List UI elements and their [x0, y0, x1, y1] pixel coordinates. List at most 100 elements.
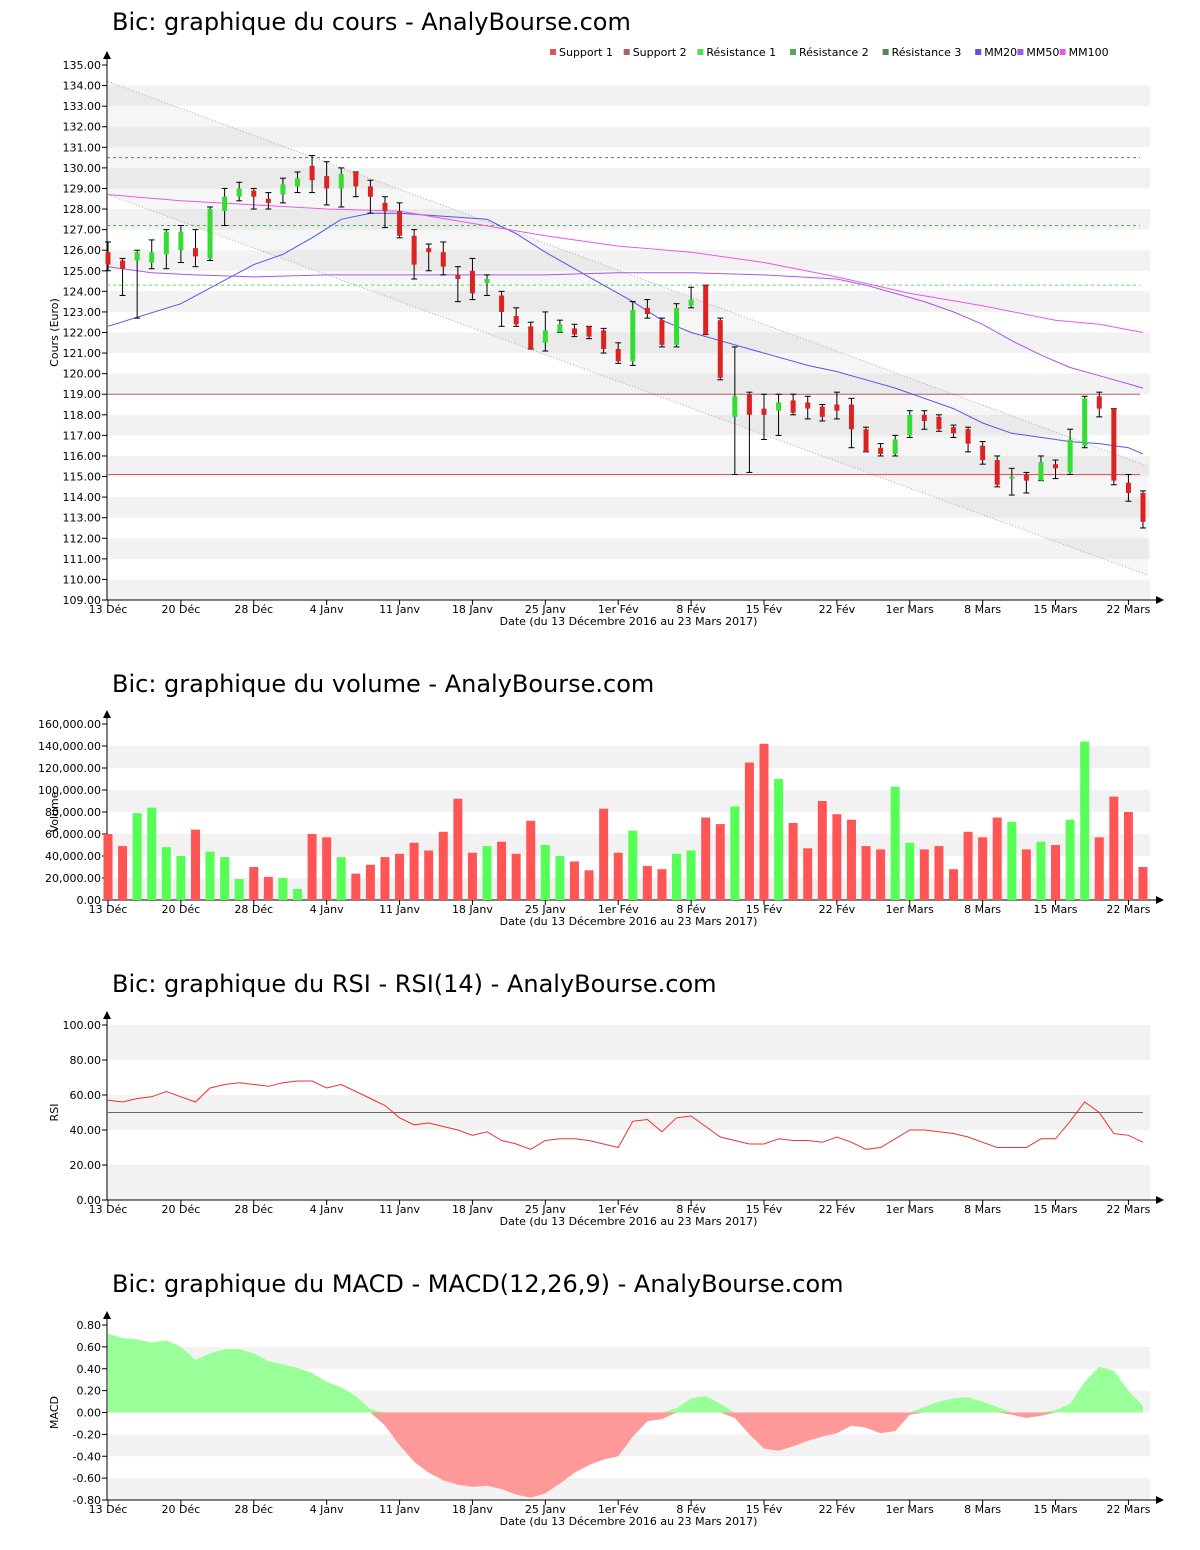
legend-swatch: [1017, 49, 1024, 55]
volume-xtick-label: 1er Fév: [598, 903, 639, 916]
rsi-xtick-label: 20 Déc: [161, 1203, 200, 1216]
price-xtick-label: 22 Mars: [1106, 603, 1150, 616]
legend-label: Résistance 2: [799, 46, 869, 59]
rsi-ytick-label: 80.00: [70, 1054, 102, 1067]
macd-xtick-label: 20 Déc: [161, 1503, 200, 1516]
candle: [163, 229, 170, 270]
candle-body: [207, 209, 213, 259]
volume-bar: [628, 830, 638, 900]
volume-xtick-label: 8 Fév: [676, 903, 706, 916]
volume-bar: [249, 867, 259, 900]
candle-body: [746, 394, 752, 415]
volume-bar: [395, 853, 405, 900]
price-ytick-label: 114.00: [63, 491, 102, 504]
volume-bar: [672, 853, 682, 900]
legend-swatch: [882, 49, 889, 55]
legend-swatch: [550, 49, 556, 55]
macd-grid-band: [107, 1434, 1150, 1457]
macd-ytick-label: -0.60: [73, 1472, 101, 1485]
volume-bar: [948, 869, 958, 900]
candle: [892, 434, 899, 457]
volume-xtick-label: 25 Janv: [525, 903, 566, 916]
volume-grid-band: [107, 746, 1150, 768]
candle: [658, 317, 665, 348]
candle: [367, 179, 374, 214]
rsi-grid-band: [107, 1025, 1150, 1060]
candle-body: [528, 326, 534, 349]
volume-bar: [409, 842, 419, 900]
price-xtick-label: 13 Déc: [89, 603, 128, 616]
legend-label: Résistance 3: [892, 46, 962, 59]
candle-body: [149, 252, 155, 263]
candle: [1008, 467, 1015, 496]
candle: [265, 192, 272, 210]
candle: [688, 286, 695, 309]
volume-ytick-label: 100,000.00: [38, 784, 101, 797]
candle: [119, 257, 126, 296]
candle-body: [834, 404, 840, 411]
macd-x-axis-label: Date (du 13 Décembre 2016 au 23 Mars 201…: [500, 1515, 758, 1528]
price-xtick-label: 15 Fév: [746, 603, 783, 616]
rsi-chart: 0.00 20.00 40.00 60.00 80.00 100.00 13 Déc 20 D…: [48, 1011, 1164, 1228]
volume-bar: [526, 820, 536, 900]
candle: [731, 346, 738, 475]
candle-body: [192, 248, 198, 257]
price-legend: Support 1 Support 2 Résistance 1 Résistance…: [550, 46, 1109, 59]
price-ytick-label: 123.00: [63, 306, 102, 319]
trend-channel: [108, 81, 1148, 576]
volume-ytick-label: 60,000.00: [45, 828, 101, 841]
moving-average-line: [107, 266, 1144, 389]
price-ytick-label: 118.00: [63, 409, 102, 422]
price-ytick-label: 135.00: [63, 59, 102, 72]
candle-body: [863, 429, 869, 452]
candle-body: [265, 198, 271, 203]
volume-bar: [963, 831, 973, 900]
price-ytick-label: 129.00: [63, 182, 102, 195]
candle: [760, 393, 767, 440]
candle-body: [324, 176, 330, 189]
candle: [236, 181, 243, 202]
candle: [1081, 395, 1088, 449]
volume-xtick-label: 4 Janv: [310, 903, 344, 916]
volume-ytick-label: 80,000.00: [45, 806, 101, 819]
macd-xtick-label: 1er Fév: [598, 1503, 639, 1516]
candle-body: [790, 400, 796, 413]
volume-bar: [103, 834, 113, 900]
candle-body: [469, 270, 475, 294]
candle: [629, 301, 636, 366]
volume-bar: [263, 876, 273, 900]
volume-bar: [934, 846, 944, 900]
volume-bar: [482, 846, 492, 900]
macd-xtick-label: 8 Mars: [964, 1503, 1001, 1516]
candle: [105, 241, 111, 272]
candle-body: [484, 279, 490, 284]
price-ytick-label: 121.00: [63, 347, 102, 360]
volume-bar: [569, 861, 579, 900]
volume-chart: 0.00 20,000.00 40,000.00 60,000.00 80,000.00…: [38, 710, 1164, 928]
volume-bar: [453, 798, 463, 900]
candle-body: [1140, 493, 1146, 522]
moving-average-line: [107, 212, 1144, 455]
price-xtick-label: 1er Mars: [886, 603, 935, 616]
price-ytick-label: 111.00: [63, 553, 102, 566]
price-ytick-label: 134.00: [63, 80, 102, 93]
volume-bar: [190, 829, 200, 900]
volume-bar: [351, 873, 361, 900]
macd-chart-title: Bic: graphique du MACD - MACD(12,26,9) -…: [112, 1270, 844, 1298]
price-ytick-label: 119.00: [63, 388, 102, 401]
volume-xtick-label: 1er Mars: [886, 903, 935, 916]
price-ytick-label: 131.00: [63, 141, 102, 154]
candle-body: [163, 231, 169, 255]
volume-bar: [540, 845, 550, 900]
legend-swatch: [975, 49, 982, 55]
candle-body: [426, 248, 432, 253]
macd-xtick-label: 28 Déc: [234, 1503, 273, 1516]
volume-grid-band: [107, 790, 1150, 812]
macd-y-axis-arrow: [103, 1311, 111, 1319]
rsi-xtick-label: 15 Mars: [1034, 1203, 1078, 1216]
candle: [571, 323, 578, 338]
candle: [1110, 408, 1117, 486]
candle: [1096, 391, 1103, 418]
candle-body: [440, 252, 446, 267]
legend-label: Résistance 1: [706, 46, 776, 59]
